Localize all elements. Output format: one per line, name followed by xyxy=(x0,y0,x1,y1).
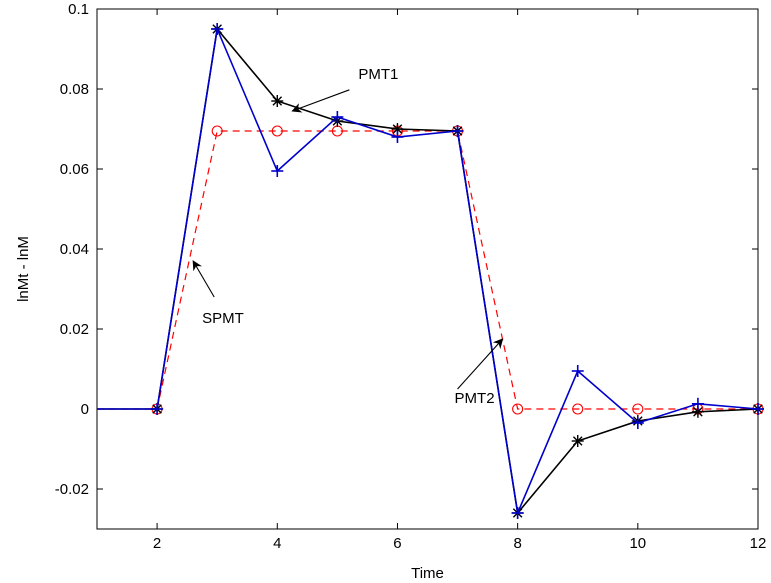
plot-area xyxy=(96,8,759,530)
x-tick-label: 2 xyxy=(153,535,161,552)
data-point xyxy=(512,403,524,415)
data-point xyxy=(271,125,283,137)
x-tick-label: 6 xyxy=(393,535,401,552)
annotation-label: PMT1 xyxy=(358,66,398,83)
data-point xyxy=(391,131,404,143)
marker-d2 xyxy=(272,96,283,106)
annotation-pmt2: PMT2 xyxy=(455,338,504,407)
annotation-spmt: SPMT xyxy=(192,260,244,327)
data-point xyxy=(271,95,284,107)
y-tick-label: 0.02 xyxy=(60,321,89,338)
axis-ticks: 2 4 6 8 10 12 -0.02 0 0.02 0.04 0.06 0.08 0.1 xyxy=(55,1,767,552)
annotations: PMT1 SPMT PMT2 xyxy=(192,66,504,407)
annotation-arrow xyxy=(291,89,350,113)
series-line xyxy=(97,130,758,410)
data-point xyxy=(211,23,224,35)
y-tick-label: 0 xyxy=(81,401,89,418)
x-tick-label: 8 xyxy=(513,535,521,552)
marker-d2 xyxy=(572,436,583,446)
data-point xyxy=(571,365,584,377)
y-tick-label: 0.06 xyxy=(60,161,89,178)
x-tick-label: 12 xyxy=(750,535,767,552)
data-point xyxy=(451,125,464,137)
annotation-arrow xyxy=(192,260,215,298)
data-point xyxy=(511,507,524,519)
annotation-arrow xyxy=(457,338,504,390)
data-point xyxy=(571,435,584,447)
series-1 xyxy=(97,23,764,519)
x-tick-label: 4 xyxy=(273,535,281,552)
data-point xyxy=(632,403,644,415)
annotation-label: SPMT xyxy=(202,310,244,327)
y-tick-label: 0.04 xyxy=(60,241,89,258)
data-point xyxy=(211,125,223,137)
y-tick-label: -0.02 xyxy=(55,481,89,498)
data-point xyxy=(691,397,704,410)
annotation-label: PMT2 xyxy=(455,390,495,407)
y-axis-label: lnMt - lnM xyxy=(15,236,32,302)
data-point xyxy=(752,403,764,415)
annotation-pmt1: PMT1 xyxy=(291,66,398,113)
data-point xyxy=(331,111,344,123)
series-layer xyxy=(97,23,764,519)
data-point xyxy=(631,417,644,429)
data-point xyxy=(151,403,164,415)
data-point xyxy=(572,403,584,415)
y-tick-label: 0.1 xyxy=(68,1,89,18)
x-axis-label: Time xyxy=(411,565,444,582)
marker-d2 xyxy=(392,124,403,134)
y-tick-label: 0.08 xyxy=(60,81,89,98)
data-point xyxy=(271,165,284,177)
marker-d2 xyxy=(693,407,703,417)
series-line xyxy=(97,26,759,516)
x-tick-label: 10 xyxy=(629,535,646,552)
